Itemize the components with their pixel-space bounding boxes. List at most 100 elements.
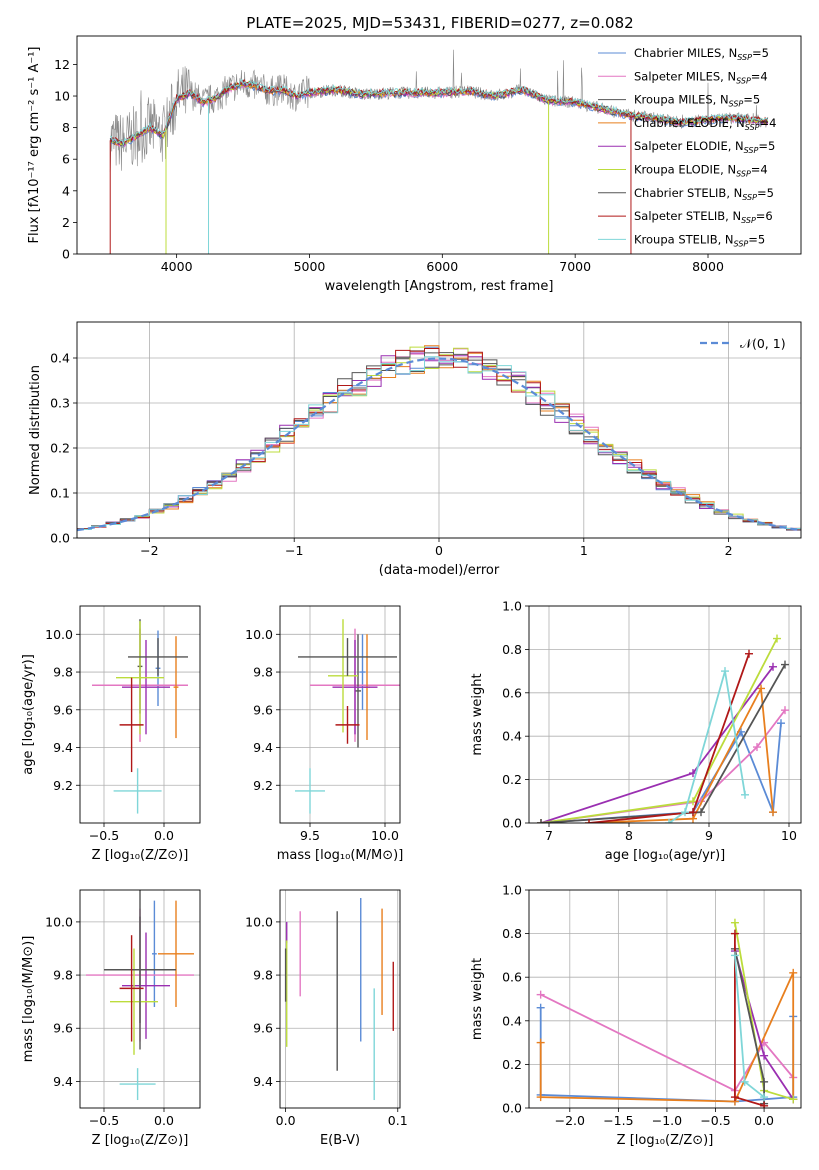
y-tick-label: 9.8 xyxy=(53,968,73,983)
y-tick-label: 9.8 xyxy=(253,968,273,983)
x-tick-label: 0.1 xyxy=(388,1113,408,1128)
x-axis-label: Z [log₁₀(Z/Z⊙)] xyxy=(617,1133,714,1148)
mass-weight-line xyxy=(734,948,765,1104)
error-bar-point xyxy=(328,619,358,733)
mass_vs_Z-panel: −0.5 0.0 9.4 9.6 9.8 10.0 Z [log₁₀(Z/Z⊙)] mass … xyxy=(21,889,201,1148)
legend-entry: 𝒩(0, 1) xyxy=(740,336,786,351)
legend-entry: Salpeter MILES, NSSP=4 xyxy=(634,69,768,85)
y-axis-label: Flux [fλ10⁻¹⁷ erg cm⁻² s⁻¹ A⁻¹] xyxy=(27,47,42,244)
error-bar-point xyxy=(113,768,162,814)
mass-weight-marker xyxy=(730,918,739,927)
y-tick-label: 10.0 xyxy=(45,914,73,929)
x-tick-label: −1 xyxy=(285,543,303,558)
mass-weight-marker xyxy=(745,649,753,658)
x-tick-label: 0.0 xyxy=(276,1113,296,1128)
y-tick-label: 1.0 xyxy=(502,883,522,898)
axes-frame xyxy=(279,605,401,824)
axes-frame xyxy=(279,889,401,1109)
mass-weight-marker xyxy=(697,808,705,817)
error-bar-point xyxy=(152,900,157,1007)
spectrum-panel: 4000 5000 6000 7000 8000 0 2 4 6 8 10 12 wavelength … xyxy=(27,35,802,294)
y-tick-label: 0.4 xyxy=(502,1013,522,1028)
error-bar-point xyxy=(355,634,361,748)
x-tick-label: 8 xyxy=(625,828,633,843)
mass-weight-line xyxy=(540,723,782,823)
residuals-panel: −2 −1 0 1 2 0.0 0.1 0.2 0.3 0.4 (data-model)/error… xyxy=(28,321,802,578)
mass-weight-marker xyxy=(665,819,673,823)
y-tick-label: 0.6 xyxy=(502,685,522,700)
error-bar-point xyxy=(295,768,325,814)
mass-weight-marker xyxy=(689,808,697,817)
mass-weight-marker xyxy=(721,667,729,676)
x-tick-label: −1.5 xyxy=(603,1113,633,1128)
y-tick-label: 0.0 xyxy=(50,531,70,546)
mass-weight-marker xyxy=(781,660,789,669)
y-axis-label: mass weight xyxy=(470,673,485,755)
y-tick-label: 0.3 xyxy=(50,396,70,411)
y-tick-label: 9.2 xyxy=(53,778,73,793)
y-tick-label: 4 xyxy=(62,183,70,198)
y-tick-label: 0.6 xyxy=(502,970,522,985)
x-tick-label: 0.0 xyxy=(154,1113,174,1128)
x-axis-label: mass [log₁₀(M/M⊙)] xyxy=(277,848,404,863)
y-tick-label: 0.0 xyxy=(502,1101,522,1116)
y-tick-label: 9.4 xyxy=(53,1074,73,1089)
y-tick-label: 9.2 xyxy=(253,778,273,793)
y-tick-label: 0.2 xyxy=(502,772,522,787)
x-axis-label: Z [log₁₀(Z/Z⊙)] xyxy=(92,1133,189,1148)
error-bar-point xyxy=(335,706,360,744)
mass-weight-line xyxy=(588,685,774,823)
mass-weight-marker xyxy=(740,1077,749,1086)
y-tick-label: 1.0 xyxy=(502,599,522,614)
y-tick-label: 9.8 xyxy=(253,665,273,680)
x-tick-label: 9.5 xyxy=(300,828,320,843)
age_vs_Z-panel: −0.5 0.0 9.2 9.4 9.6 9.8 10.0 Z [log₁₀(Z/Z⊙)] ag… xyxy=(21,605,201,863)
axes-frame xyxy=(528,889,802,1109)
error-bar-point xyxy=(110,948,158,1055)
x-tick-label: 8000 xyxy=(692,259,724,274)
mass-weight-marker xyxy=(760,1051,769,1060)
x-tick-label: −0.5 xyxy=(700,1113,730,1128)
x-axis-label: E(B-V) xyxy=(320,1133,360,1148)
y-axis-label: mass weight xyxy=(470,958,485,1040)
x-tick-label: 5000 xyxy=(294,259,326,274)
x-tick-label: −2 xyxy=(140,543,158,558)
axes-frame xyxy=(528,605,802,824)
mass-weight-marker xyxy=(537,819,545,823)
error-bar-point xyxy=(122,639,170,735)
y-tick-label: 10.0 xyxy=(45,627,73,642)
error-bar-point xyxy=(119,677,144,773)
mass-weight-marker xyxy=(769,662,777,671)
error-bar-point xyxy=(122,932,170,1039)
mass-weight-marker xyxy=(773,634,781,643)
weight_vs_Z-panel: −2.0 −1.5 −1.0 −0.5 0.0 0.0 0.2 0.4 0.6 0.8 1.0 Z [… xyxy=(470,883,802,1148)
mass_vs_Z-plot-area xyxy=(86,890,194,1101)
error-bar-point xyxy=(298,638,397,676)
legend-entry: Chabrier STELIB, NSSP=5 xyxy=(634,186,774,202)
mass-weight-marker xyxy=(777,719,785,728)
error-bar-point xyxy=(119,1068,156,1101)
mass-weight-marker xyxy=(741,790,749,799)
mass_vs_ebv-panel: 0.0 0.1 9.4 9.6 9.8 10.0 E(B-V) xyxy=(245,889,408,1148)
y-tick-label: 9.4 xyxy=(253,1074,273,1089)
y-tick-label: 9.4 xyxy=(53,740,73,755)
mass-weight-marker xyxy=(585,819,593,823)
weight_vs_Z-plot-area xyxy=(536,918,798,1108)
axes-frame xyxy=(79,889,201,1109)
mass-weight-marker xyxy=(730,929,739,938)
x-tick-label: 0.0 xyxy=(154,828,174,843)
x-tick-label: 2 xyxy=(725,543,733,558)
x-tick-label: 1 xyxy=(580,543,588,558)
y-tick-label: 12 xyxy=(54,57,70,72)
mass-weight-marker xyxy=(769,808,777,817)
legend-entry: Chabrier ELODIE, NSSP=4 xyxy=(634,116,776,132)
mass-weight-marker xyxy=(536,1038,545,1047)
x-tick-label: −1.0 xyxy=(652,1113,682,1128)
mass-weight-line xyxy=(540,993,794,1092)
y-tick-label: 9.6 xyxy=(253,702,273,717)
error-bar-point xyxy=(128,638,188,676)
age_vs_mass-plot-area xyxy=(295,619,400,814)
x-tick-label: 10 xyxy=(781,828,797,843)
x-tick-label: −2.0 xyxy=(555,1113,585,1128)
